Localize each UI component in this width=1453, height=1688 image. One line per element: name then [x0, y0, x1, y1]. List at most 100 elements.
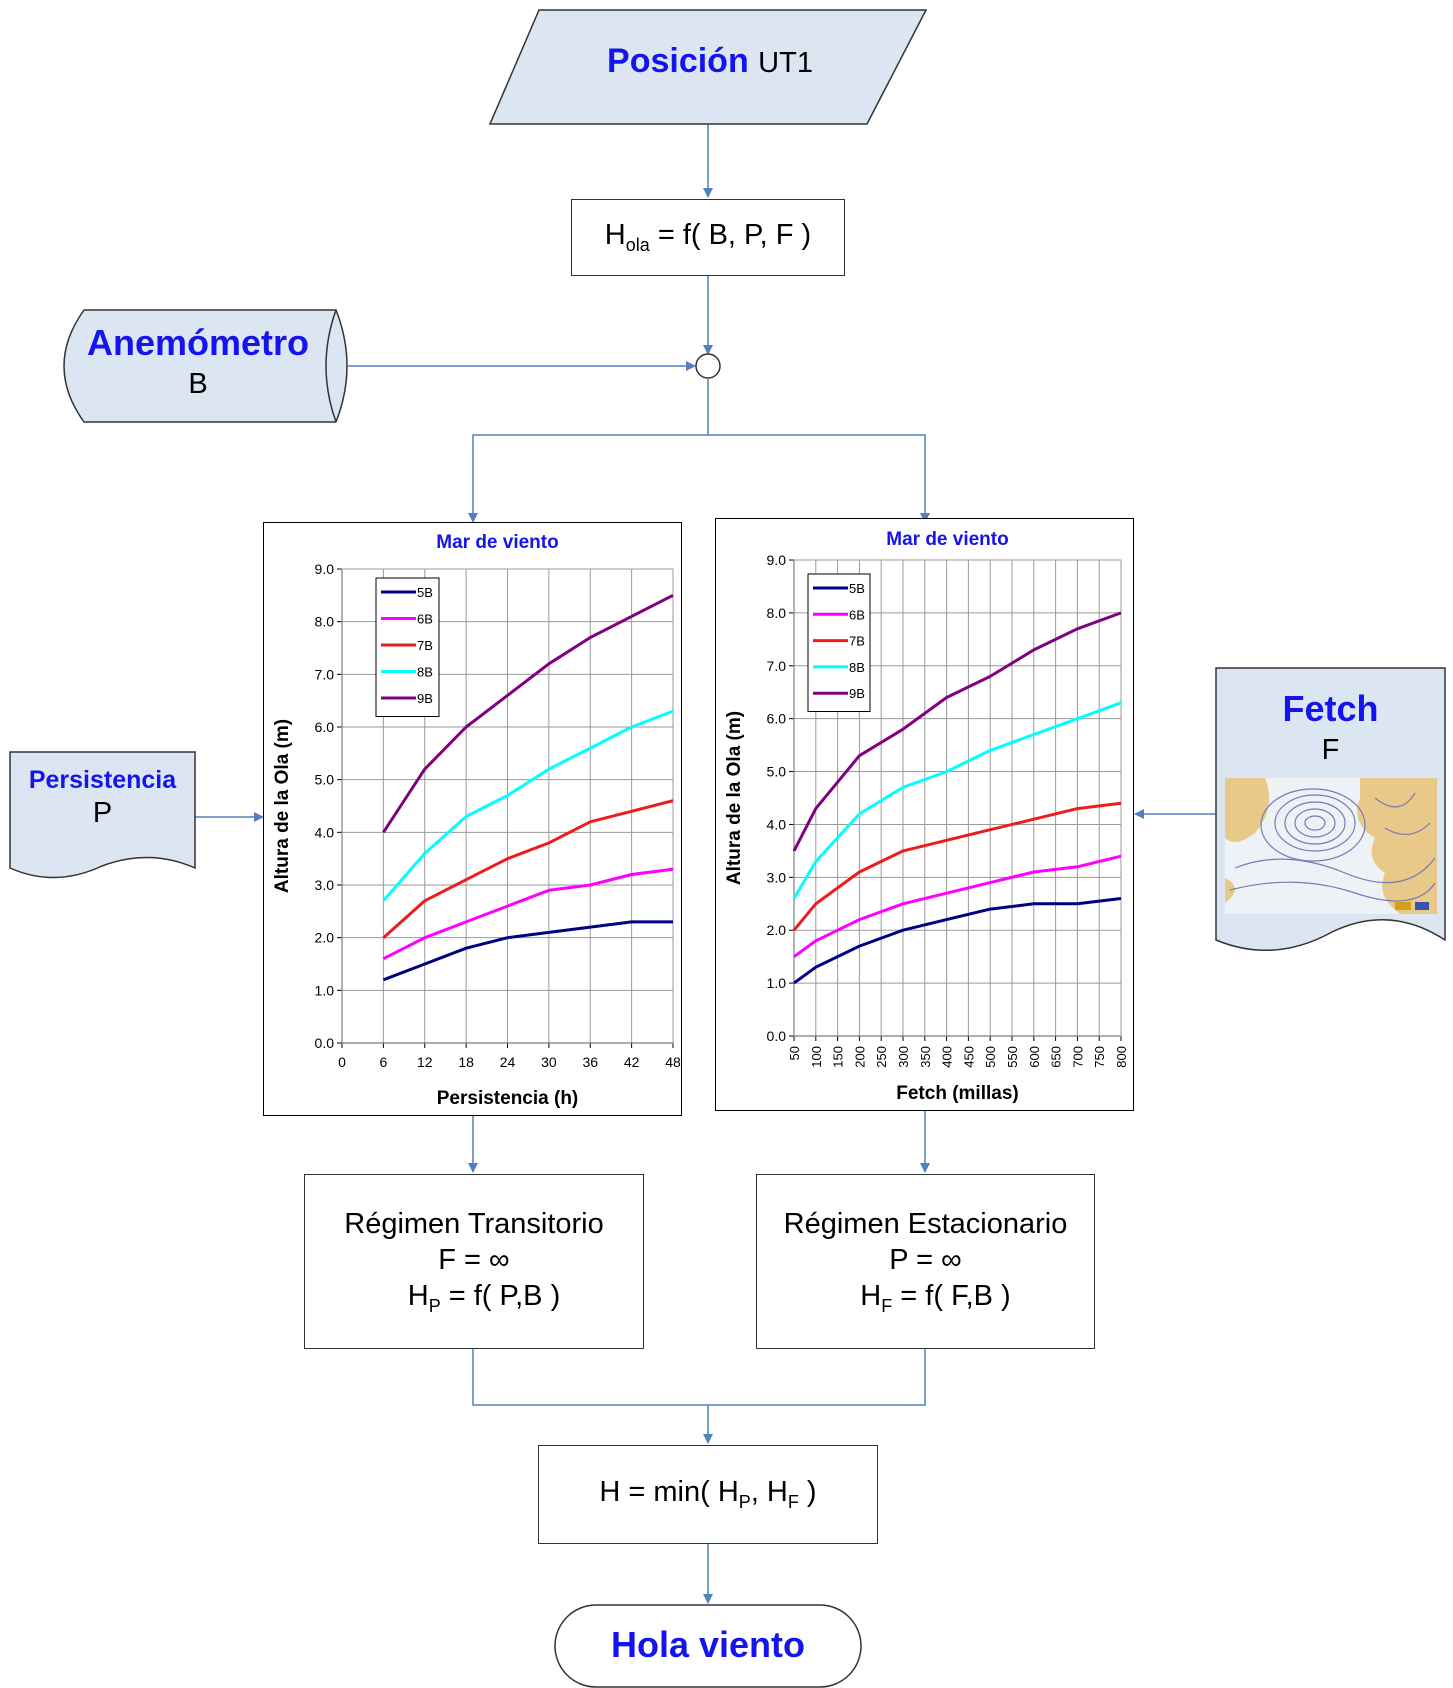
- hola-viento-title: Hola viento: [610, 1624, 806, 1665]
- y-tick-label: 9.0: [315, 561, 335, 577]
- x-tick-label: 800: [1114, 1046, 1129, 1068]
- x-tick-label: 650: [1049, 1046, 1064, 1068]
- persistencia-shape: [9, 751, 196, 879]
- y-axis-label: Altura de la Ola (m): [272, 719, 293, 893]
- anemometro-label: Anemómetro B: [68, 322, 328, 401]
- x-tick-label: 100: [809, 1046, 824, 1068]
- y-tick-label: 2.0: [767, 922, 787, 938]
- y-tick-label: 7.0: [315, 666, 335, 682]
- x-tick-label: 750: [1092, 1046, 1107, 1068]
- series-line-9B: [792, 611, 1122, 852]
- transitorio-formula: HP = f( P,B ): [407, 1280, 561, 1316]
- persistencia-value: P: [92, 797, 113, 829]
- plot-area: [341, 568, 674, 1044]
- regimen-estacionario-box: Régimen Estacionario P = ∞ HF = f( F,B ): [756, 1174, 1095, 1349]
- x-tick-label: 600: [1027, 1046, 1042, 1068]
- legend-box: [807, 573, 871, 712]
- series-line-6B: [793, 854, 1122, 958]
- y-tick-label: 9.0: [767, 552, 787, 568]
- posicion-title: Posición: [607, 42, 749, 80]
- y-tick-label: 3.0: [767, 869, 787, 885]
- x-tick-label: 400: [940, 1046, 955, 1068]
- series-line-8B: [382, 709, 674, 902]
- chart-title: Mar de viento: [436, 532, 558, 553]
- y-tick-label: 3.0: [315, 877, 335, 893]
- y-tick-label: 4.0: [767, 816, 787, 832]
- chart-fetch: Mar de viento 0.0 1.0 2.0 3.0 4.0 5.0 6.0 7.0 8.0…: [724, 529, 1129, 1104]
- hola-formula: Hola = f( B, P, F ): [604, 219, 812, 255]
- y-tick-label: 6.0: [767, 711, 787, 727]
- series-line-7B: [792, 801, 1122, 932]
- x-axis-label: Persistencia (h): [437, 1088, 579, 1109]
- min-formula: H = min( HP, HF ): [599, 1476, 817, 1512]
- x-tick-label: 6: [379, 1054, 387, 1070]
- x-tick-label: 48: [665, 1054, 681, 1070]
- connector-junction-split: [468, 379, 709, 523]
- legend-label-7B: 7B: [417, 638, 433, 653]
- y-tick-label: 8.0: [767, 605, 787, 621]
- posicion-shape: [488, 9, 928, 125]
- y-tick-label: 5.0: [315, 772, 335, 788]
- x-tick-label: 12: [417, 1054, 433, 1070]
- posicion-label: Posición UT1: [500, 42, 920, 81]
- series-line-8B: [792, 701, 1122, 900]
- y-tick-label: 1.0: [767, 975, 787, 991]
- y-tick-label: 6.0: [315, 719, 335, 735]
- x-axis-label: Fetch (millas): [896, 1083, 1018, 1104]
- plot-area: [793, 559, 1122, 1037]
- y-tick-label: 8.0: [315, 614, 335, 630]
- min-box: H = min( HP, HF ): [538, 1445, 878, 1544]
- x-tick-label: 300: [896, 1046, 911, 1068]
- x-tick-label: 350: [918, 1046, 933, 1068]
- x-tick-label: 150: [831, 1046, 846, 1068]
- series-line-9B: [382, 593, 674, 834]
- legend-label-7B: 7B: [849, 634, 865, 649]
- fetch-value: F: [1321, 734, 1340, 766]
- y-tick-label: 0.0: [315, 1035, 335, 1051]
- anemometro-value: B: [188, 368, 208, 400]
- weather-map-icon: [1225, 778, 1437, 914]
- x-tick-label: 36: [582, 1054, 598, 1070]
- estacionario-formula: HF = f( F,B ): [860, 1280, 1011, 1316]
- fetch-label: Fetch F: [1216, 688, 1445, 767]
- legend-label-9B: 9B: [417, 691, 433, 706]
- legend-label-8B: 8B: [849, 660, 865, 675]
- y-tick-label: 5.0: [767, 764, 787, 780]
- x-tick-label: 42: [624, 1054, 640, 1070]
- x-tick-label: 500: [983, 1046, 998, 1068]
- legend-label-5B: 5B: [417, 585, 433, 600]
- summing-junction: [695, 353, 721, 379]
- fetch-title: Fetch: [1282, 688, 1379, 729]
- legend-label-9B: 9B: [849, 686, 865, 701]
- y-tick-label: 1.0: [315, 982, 335, 998]
- x-tick-label: 24: [500, 1054, 516, 1070]
- x-tick-label: 700: [1070, 1046, 1085, 1068]
- anemometro-title: Anemómetro: [86, 322, 310, 363]
- x-tick-label: 30: [541, 1054, 557, 1070]
- posicion-suffix: UT1: [758, 47, 813, 79]
- legend-label-6B: 6B: [417, 612, 433, 627]
- y-tick-label: 2.0: [315, 930, 335, 946]
- estacionario-title: Régimen Estacionario: [783, 1207, 1068, 1240]
- x-tick-label: 50: [787, 1046, 802, 1060]
- x-tick-label: 450: [961, 1046, 976, 1068]
- x-tick-label: 0: [338, 1054, 346, 1070]
- y-axis-label: Altura de la Ola (m): [724, 711, 745, 885]
- legend-label-5B: 5B: [849, 581, 865, 596]
- legend-label-8B: 8B: [417, 665, 433, 680]
- anemometro-shape: [63, 309, 348, 423]
- x-tick-label: 200: [852, 1046, 867, 1068]
- x-tick-label: 550: [1005, 1046, 1020, 1068]
- connector-regimes-min: [472, 1349, 926, 1406]
- x-tick-label: 250: [874, 1046, 889, 1068]
- y-tick-label: 4.0: [315, 824, 335, 840]
- series-line-6B: [382, 867, 674, 961]
- legend-label-6B: 6B: [849, 607, 865, 622]
- chart-title: Mar de viento: [886, 529, 1008, 550]
- transitorio-title: Régimen Transitorio: [344, 1207, 604, 1240]
- legend-box: [375, 577, 440, 717]
- chart-persistencia-frame: [263, 522, 682, 1116]
- hola-viento-shape: [554, 1604, 862, 1688]
- series-line-5B: [382, 920, 673, 982]
- y-tick-label: 7.0: [767, 658, 787, 674]
